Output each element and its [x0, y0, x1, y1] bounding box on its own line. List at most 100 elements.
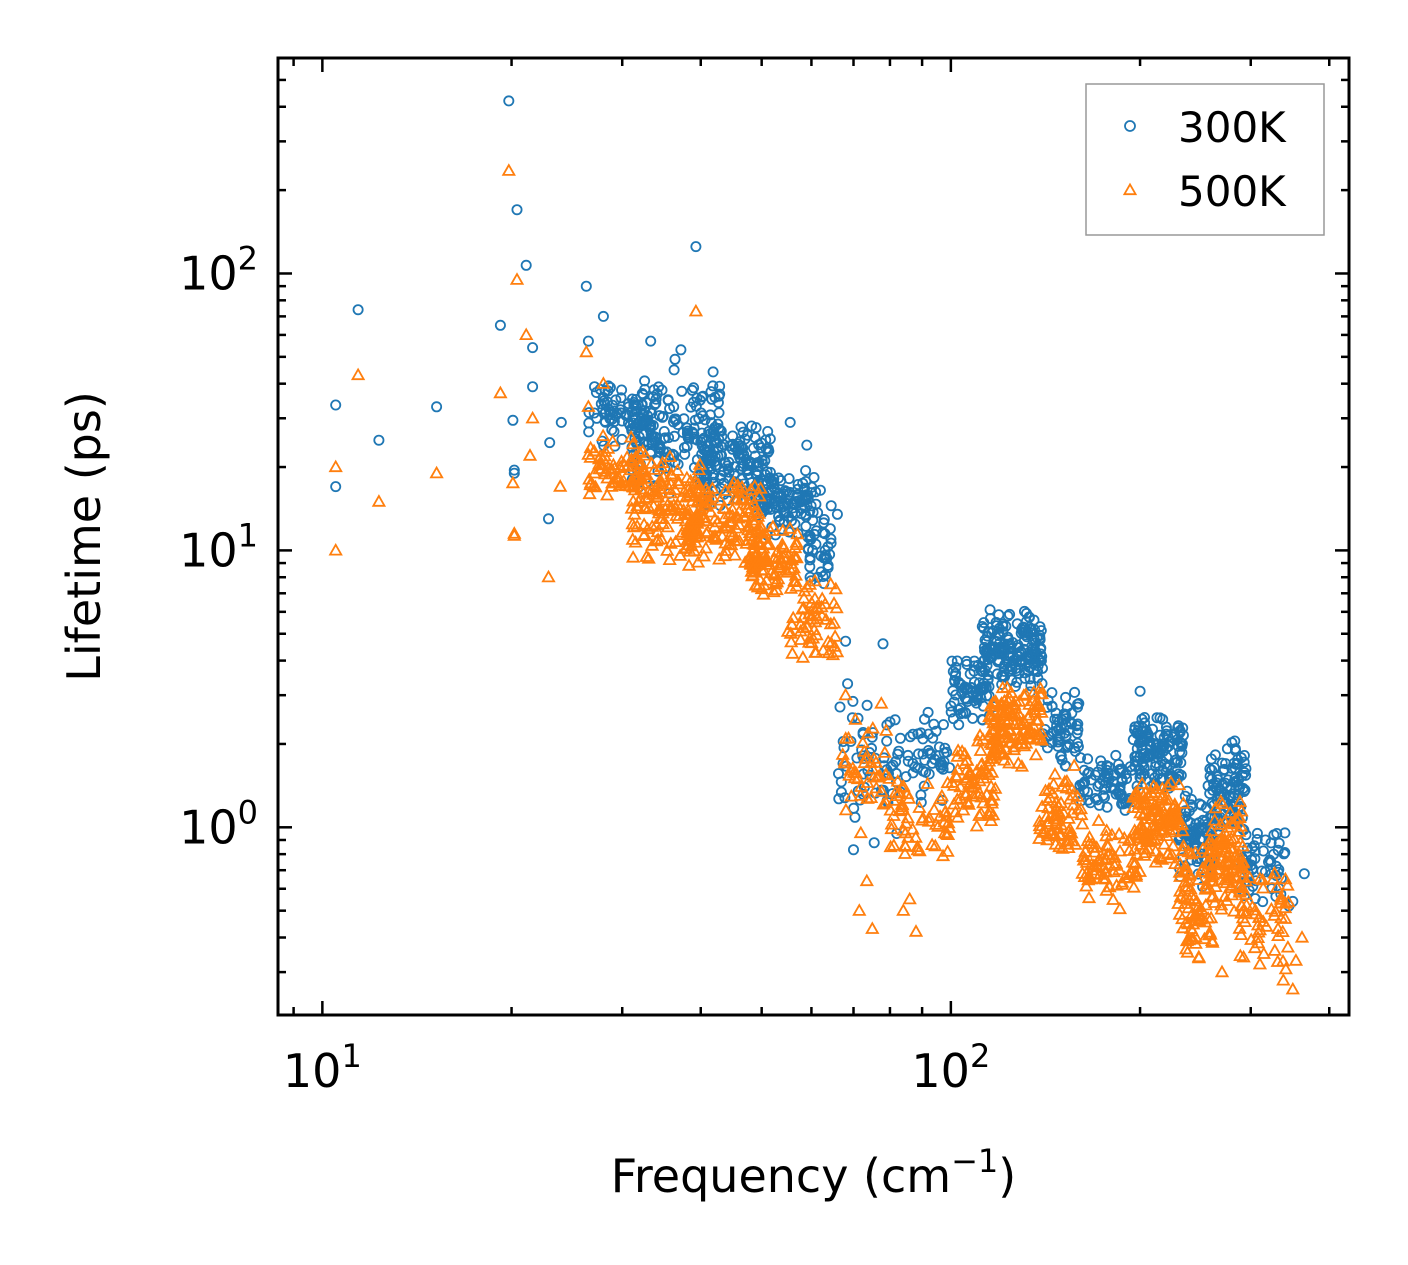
data-point-500k	[796, 620, 811, 634]
legend-marker-circle	[1124, 120, 1136, 132]
data-point-300k	[669, 456, 681, 468]
data-point-300k	[1232, 754, 1244, 766]
data-point-500k	[804, 608, 819, 622]
data-point-500k	[722, 515, 738, 529]
data-point-500k	[1048, 837, 1063, 850]
data-point-500k	[841, 730, 856, 744]
data-point-500k	[1170, 810, 1185, 824]
data-point-500k	[745, 544, 760, 558]
data-point-300k	[615, 392, 627, 404]
data-point-500k	[1223, 805, 1238, 818]
data-point-500k	[637, 527, 652, 540]
data-point-500k	[1172, 865, 1187, 878]
data-point-500k	[1233, 948, 1248, 961]
data-point-300k	[1068, 742, 1080, 754]
data-point-300k	[894, 732, 906, 744]
data-point-300k	[787, 502, 799, 514]
data-point-500k	[853, 788, 868, 801]
data-point-500k	[1208, 855, 1223, 869]
data-point-500k	[984, 795, 1000, 809]
data-point-300k	[1098, 783, 1110, 795]
axes-layer: 101 102 100 101 102 Frequency (cm−1) Lifetime …	[57, 56, 1351, 1203]
data-point-500k	[826, 596, 842, 609]
data-point-500k	[895, 797, 910, 811]
data-point-500k	[1040, 793, 1056, 806]
data-point-500k	[865, 720, 880, 734]
data-point-500k	[658, 492, 673, 506]
data-point-300k	[961, 658, 973, 670]
data-point-500k	[928, 817, 944, 830]
data-point-500k	[371, 494, 387, 507]
y-tick-label: 102	[179, 239, 258, 300]
data-point-500k	[1236, 949, 1251, 963]
data-point-500k	[821, 645, 837, 659]
data-point-300k	[727, 430, 739, 442]
data-point-500k	[1035, 825, 1050, 838]
data-point-500k	[667, 482, 683, 496]
data-point-500k	[981, 758, 996, 772]
data-point-300k	[881, 735, 893, 747]
data-point-500k	[1214, 964, 1230, 978]
data-point-500k	[1016, 688, 1031, 701]
data-point-300k	[669, 353, 681, 365]
data-point-500k	[609, 469, 624, 483]
data-point-500k	[1008, 693, 1023, 706]
data-point-300k	[678, 442, 690, 454]
data-point-300k	[431, 401, 443, 413]
data-point-500k	[663, 536, 678, 549]
data-point-500k	[1164, 809, 1179, 823]
plot-data-layer	[328, 95, 1310, 995]
data-point-300k	[1097, 790, 1109, 802]
data-point-500k	[644, 538, 660, 551]
data-point-500k	[991, 739, 1006, 753]
data-point-500k	[984, 792, 1000, 806]
data-point-300k	[494, 319, 506, 331]
data-point-500k	[847, 770, 862, 784]
data-point-300k	[715, 425, 727, 437]
data-point-500k	[898, 825, 913, 839]
data-point-500k	[1224, 878, 1239, 891]
data-point-500k	[884, 816, 899, 830]
data-point-300k	[1032, 666, 1044, 678]
data-point-300k	[971, 691, 983, 703]
data-point-300k	[938, 756, 950, 768]
data-point-300k	[708, 469, 720, 481]
data-point-300k	[709, 391, 721, 403]
data-point-500k	[1180, 879, 1196, 892]
data-point-500k	[739, 536, 754, 549]
data-point-500k	[1207, 844, 1222, 858]
data-point-500k	[1152, 816, 1167, 830]
data-point-500k	[598, 444, 613, 457]
data-point-500k	[1174, 890, 1189, 903]
legend-entry-300k: 300K	[1124, 103, 1287, 152]
data-point-500k	[908, 924, 924, 937]
data-point-500k	[715, 528, 730, 542]
data-point-300k	[688, 422, 700, 434]
data-point-500k	[973, 743, 988, 756]
data-point-300k	[1073, 698, 1085, 710]
data-point-500k	[876, 796, 891, 810]
data-point-500k	[1223, 840, 1239, 854]
data-point-500k	[1101, 838, 1116, 852]
data-point-300k	[1257, 845, 1269, 857]
data-point-300k	[737, 426, 749, 438]
data-point-500k	[793, 632, 808, 645]
data-point-500k	[1125, 854, 1140, 868]
data-point-500k	[760, 552, 775, 566]
data-point-500k	[670, 463, 685, 476]
data-point-300k	[527, 381, 539, 393]
data-point-500k	[1210, 857, 1225, 871]
data-point-300k	[825, 537, 837, 549]
data-point-300k	[1059, 760, 1071, 772]
data-point-300k	[939, 742, 951, 754]
data-point-500k	[1198, 914, 1213, 928]
data-point-500k	[1053, 807, 1068, 820]
data-point-300k	[764, 433, 776, 445]
data-point-300k	[917, 748, 929, 760]
data-point-300k	[654, 446, 666, 458]
data-point-500k	[901, 791, 917, 804]
data-point-500k	[505, 475, 521, 489]
data-point-500k	[586, 478, 601, 492]
data-point-500k	[1232, 921, 1247, 934]
data-point-500k	[1067, 758, 1082, 771]
